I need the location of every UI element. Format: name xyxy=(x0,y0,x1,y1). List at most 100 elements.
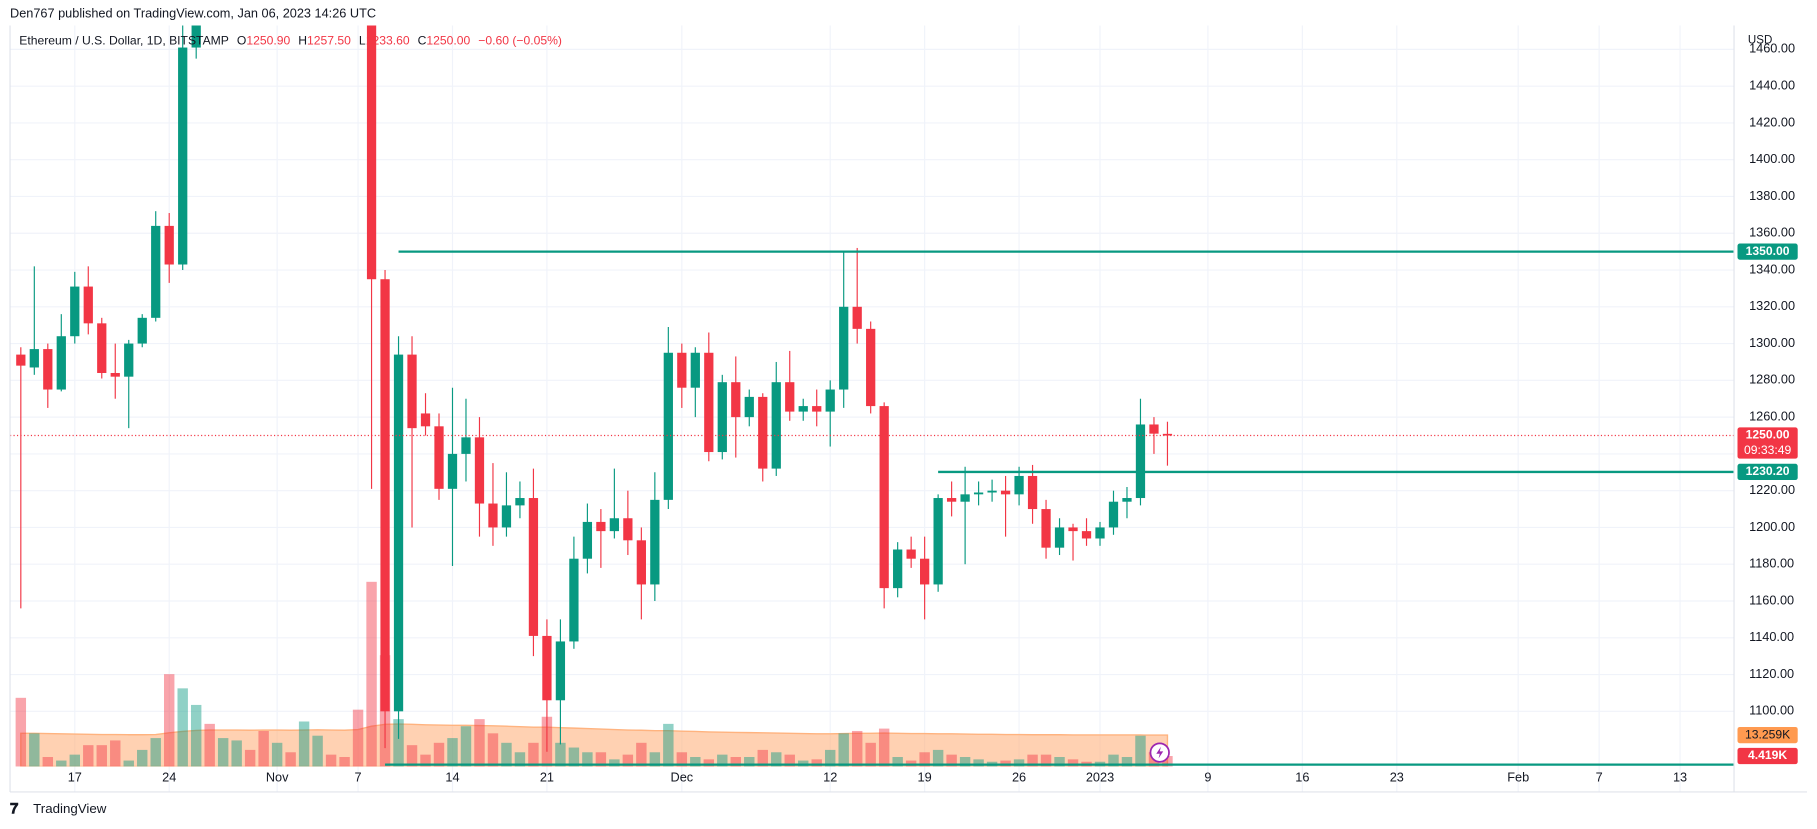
last-price-label: 1250.00 xyxy=(1746,428,1790,442)
candle-body xyxy=(366,25,377,280)
volume-bar xyxy=(892,757,903,767)
legend-key: C xyxy=(418,34,427,48)
candle-body xyxy=(83,286,93,324)
volume-bar xyxy=(244,749,256,767)
brand: TradingView xyxy=(33,801,107,816)
volume-bar xyxy=(676,752,688,767)
legend-key: H xyxy=(298,34,307,48)
y-tick-label: 1140.00 xyxy=(1749,629,1794,644)
level-price-label: 1350.00 xyxy=(1746,244,1790,258)
volume-bar xyxy=(258,730,269,767)
volume-bar xyxy=(433,742,445,767)
volume-bar xyxy=(663,723,674,767)
legend: Ethereum / U.S. Dollar, 1D, BITSTAMP O12… xyxy=(19,34,562,48)
candle-body xyxy=(447,453,458,489)
volume-bar xyxy=(325,754,337,767)
candle-body xyxy=(29,349,39,368)
candle-body xyxy=(420,413,431,427)
volume-label: 4.419K xyxy=(1748,748,1787,762)
candle-body xyxy=(987,490,997,493)
legend-change: −0.60 (−0.05%) xyxy=(478,34,562,48)
volume-bar xyxy=(501,742,512,767)
volume-bar xyxy=(811,759,822,767)
volume-bar xyxy=(771,752,782,767)
candle-body xyxy=(906,549,916,559)
y-tick-label: 1260.00 xyxy=(1749,408,1795,423)
candle-body xyxy=(16,354,26,366)
candle-body xyxy=(758,396,768,469)
volume-ma-label: 13.259K xyxy=(1745,727,1790,741)
x-tick-label: 26 xyxy=(1012,769,1026,784)
candle-body xyxy=(650,499,660,585)
candle-body xyxy=(1135,424,1146,499)
volume-bar xyxy=(164,674,175,767)
x-tick-label: Dec xyxy=(671,769,694,784)
y-tick-label: 1160.00 xyxy=(1749,592,1794,607)
volume-bar xyxy=(932,749,944,767)
volume-bar xyxy=(757,749,768,767)
volume-bar xyxy=(1067,759,1079,767)
volume-box xyxy=(1737,747,1798,765)
x-tick-label: 7 xyxy=(1596,769,1603,784)
volume-bar xyxy=(460,726,472,767)
volume-bar xyxy=(231,740,242,767)
x-tick-label: 16 xyxy=(1295,769,1309,784)
volume-bar xyxy=(717,754,728,767)
candle-body xyxy=(839,306,849,390)
candle-body xyxy=(393,354,404,712)
currency: USD xyxy=(1748,35,1772,47)
x-tick-label: 12 xyxy=(823,769,837,784)
candle-body xyxy=(731,382,741,418)
candle-body xyxy=(110,372,120,377)
volume-bar xyxy=(744,757,755,767)
volume-bar xyxy=(15,697,27,767)
volume-bar xyxy=(217,738,229,767)
candle-body xyxy=(164,225,174,265)
candle-body xyxy=(946,498,957,502)
candle-body xyxy=(596,521,606,532)
volume-bar xyxy=(690,757,701,767)
volume-bar xyxy=(420,754,431,767)
candle-body xyxy=(893,549,903,589)
x-tick-label: 17 xyxy=(68,769,82,784)
candle-body xyxy=(151,225,161,318)
candle-body xyxy=(717,382,727,453)
volume-bar xyxy=(447,738,458,767)
candle-body xyxy=(1000,490,1011,495)
candle-body xyxy=(1027,475,1038,510)
volume-bar xyxy=(339,757,350,767)
candle-body xyxy=(690,352,700,388)
candle-body xyxy=(555,641,566,701)
volume-bar xyxy=(271,742,283,767)
volume-bar xyxy=(366,581,377,767)
x-tick-label: 21 xyxy=(540,769,554,784)
volume-bar xyxy=(150,738,161,767)
x-tick-label: 24 xyxy=(162,769,176,784)
alert-icon[interactable] xyxy=(1149,742,1170,763)
last-price-box xyxy=(1737,427,1798,459)
volume-bar xyxy=(96,745,107,767)
volume-bar xyxy=(190,704,202,767)
volume-bar xyxy=(838,733,849,767)
y-tick-label: 1420.00 xyxy=(1749,114,1795,129)
candle-body xyxy=(1014,475,1024,495)
legend-value: 1233.60 xyxy=(366,34,410,48)
candle-body xyxy=(407,354,417,429)
candle-body xyxy=(178,47,188,265)
legend-value: 1250.00 xyxy=(426,34,470,48)
level-price-label: 1230.20 xyxy=(1746,464,1790,478)
candle-body xyxy=(582,521,593,559)
volume-bar xyxy=(1040,754,1052,767)
volume-bar xyxy=(204,723,215,767)
candle-body xyxy=(542,635,552,701)
x-tick-label: 7 xyxy=(355,769,362,784)
volume-bar xyxy=(622,754,634,767)
volume-bar xyxy=(56,760,67,767)
y-tick-label: 1320.00 xyxy=(1749,298,1795,313)
volume-bar xyxy=(1108,754,1119,767)
legend-value: 1250.90 xyxy=(246,34,290,48)
y-tick-label: 1280.00 xyxy=(1749,372,1795,387)
candle-body xyxy=(973,492,984,495)
